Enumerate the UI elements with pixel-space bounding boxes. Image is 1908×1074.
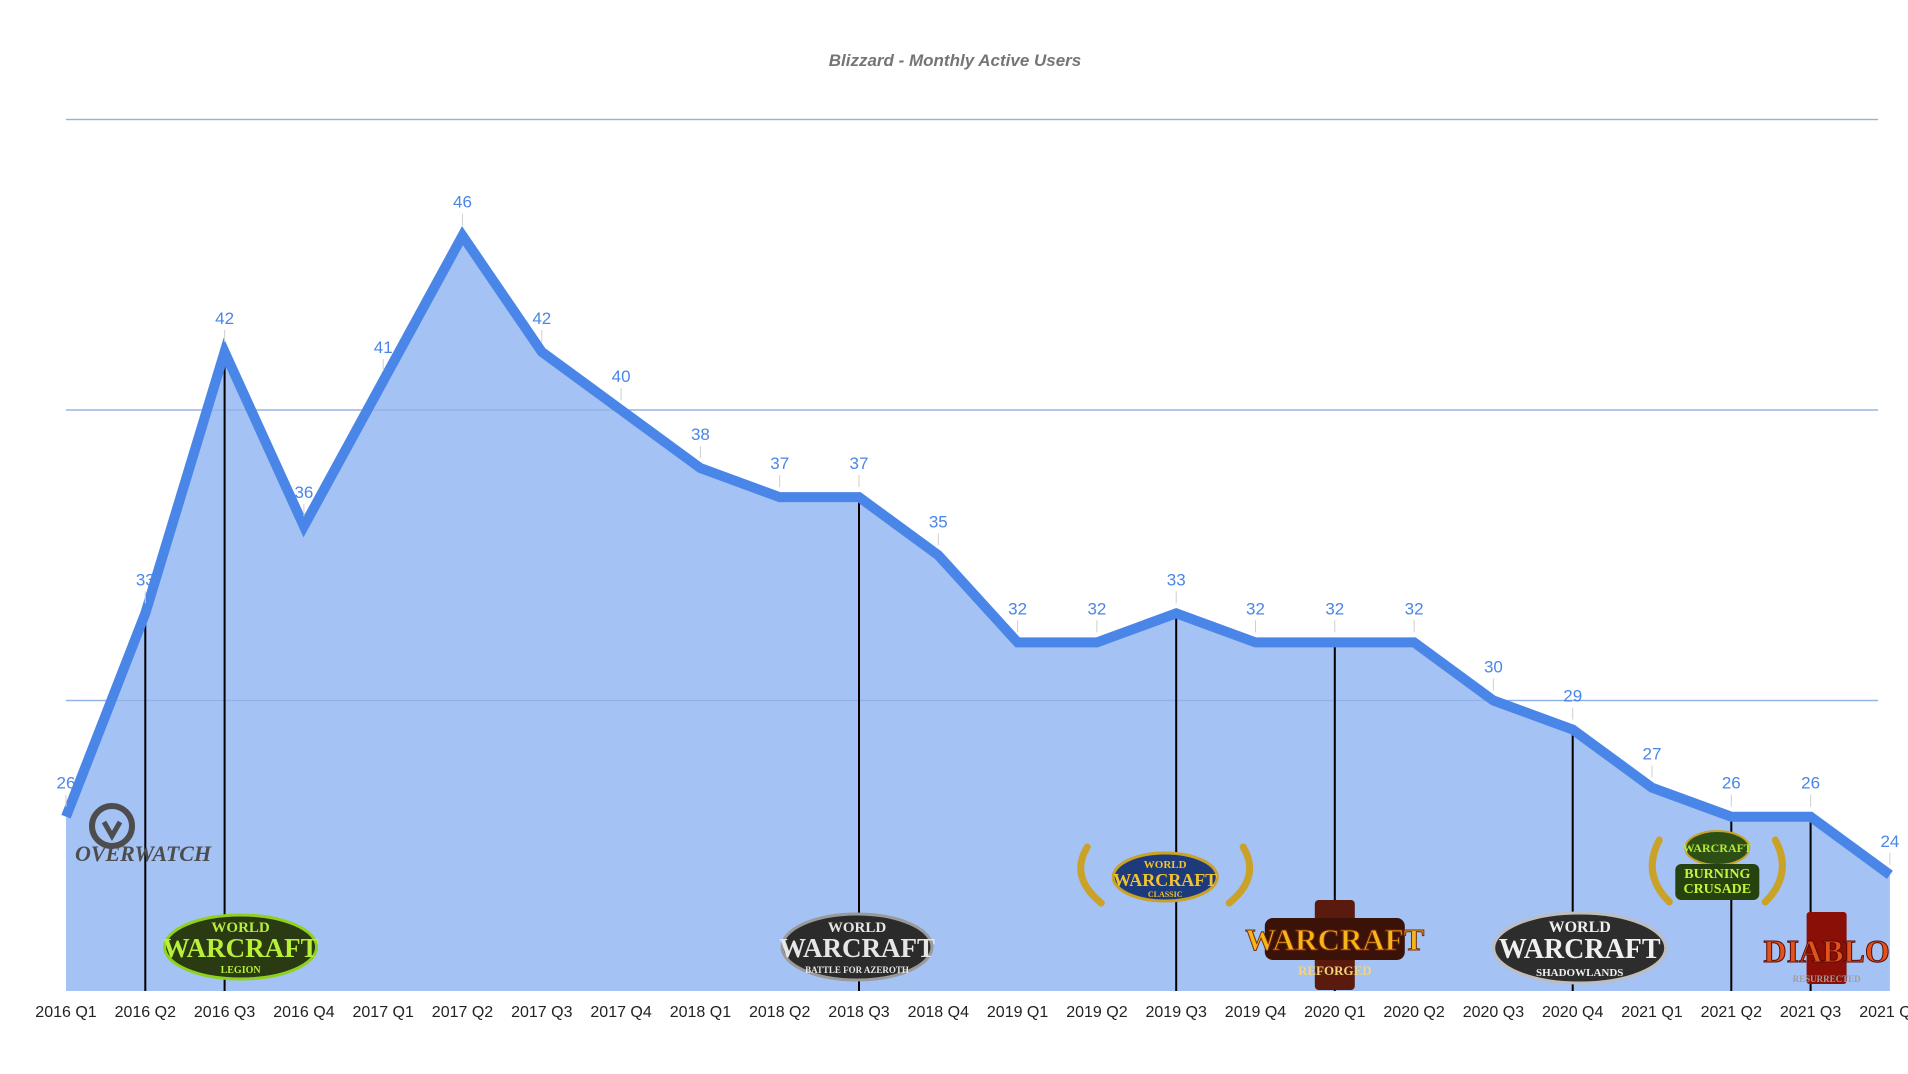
logo-text: BURNING (1684, 867, 1750, 882)
logo-text: WARCRAFT (163, 933, 319, 963)
data-label: 38 (691, 425, 710, 444)
data-label: 32 (1246, 599, 1265, 618)
area-layer (66, 118, 1890, 991)
data-label: 26 (1801, 774, 1820, 793)
overwatch-logo: OVERWATCH (75, 803, 212, 866)
logo-text: WORLD (1144, 859, 1187, 871)
x-tick-label: 2018 Q4 (908, 1004, 969, 1021)
data-label: 26 (57, 774, 76, 793)
series-line (61, 226, 1893, 879)
x-tick-label: 2020 Q4 (1542, 1004, 1603, 1021)
x-tick-label: 2017 Q2 (432, 1004, 493, 1021)
logo-text: WORLD (211, 920, 270, 936)
x-tick-label: 2021 Q2 (1701, 1004, 1762, 1021)
x-tick-label: 2017 Q1 (353, 1004, 414, 1021)
logo-text: SHADOWLANDS (1536, 967, 1623, 979)
data-label: 32 (1087, 599, 1106, 618)
logo-text: DIABLO (1763, 933, 1889, 969)
data-label: 27 (1643, 745, 1662, 764)
x-tick-label: 2016 Q4 (273, 1004, 334, 1021)
data-label: 32 (1405, 599, 1424, 618)
x-tick-label: 2016 Q1 (35, 1004, 96, 1021)
data-label: 36 (294, 483, 313, 502)
logo-text: WARCRAFT (1245, 922, 1424, 957)
data-label: 33 (1167, 570, 1186, 589)
data-label: 46 (453, 193, 472, 212)
x-tick-label: 2020 Q2 (1383, 1004, 1444, 1021)
data-label: 37 (770, 454, 789, 473)
x-tick-label: 2020 Q3 (1463, 1004, 1524, 1021)
x-tick-label: 2018 Q2 (749, 1004, 810, 1021)
logo-text: LEGION (221, 965, 262, 976)
logo-text: WARCRAFT (779, 933, 935, 963)
x-tick-label: 2019 Q2 (1066, 1004, 1127, 1021)
warcraft-reforged-logo: WARCRAFT REFORGED (1245, 900, 1425, 990)
x-tick-label: 2018 Q3 (828, 1004, 889, 1021)
x-tick-label: 2021 Q3 (1780, 1004, 1841, 1021)
logo-text: WORLD (828, 920, 887, 936)
logo-text: WARCRAFT (1113, 870, 1217, 890)
logo-text: CLASSIC (1148, 890, 1183, 899)
area-fill (66, 235, 1890, 991)
x-tick-label: 2021 Q1 (1621, 1004, 1682, 1021)
data-label: 37 (850, 454, 869, 473)
x-tick-label: 2019 Q3 (1146, 1004, 1207, 1021)
logo-text: WARCRAFT (1683, 841, 1752, 855)
logo-text: RESURRECTED (1793, 974, 1862, 984)
data-label: 32 (1325, 599, 1344, 618)
data-label: 42 (215, 309, 234, 328)
x-tick-labels: 2016 Q1 2016 Q2 2016 Q3 2016 Q4 2017 Q1 2017 … (35, 1004, 1908, 1021)
data-label: 41 (374, 338, 393, 357)
diablo2-resurrected-logo: DIABLO RESURRECTED (1763, 912, 1890, 984)
data-label: 30 (1484, 658, 1503, 677)
x-tick-label: 2021 Q4 (1859, 1004, 1908, 1021)
logo-text: OVERWATCH (75, 841, 212, 866)
x-tick-label: 2020 Q1 (1304, 1004, 1365, 1021)
x-tick-label: 2016 Q2 (115, 1004, 176, 1021)
x-tick-label: 2016 Q3 (194, 1004, 255, 1021)
data-labels: 26 33 42 36 41 46 42 40 38 37 37 35 32 32 33 32 32 32 30 29… (57, 193, 1899, 865)
line-layer (61, 226, 1893, 879)
chart-title: Blizzard - Monthly Active Users (829, 51, 1082, 70)
x-tick-label: 2019 Q4 (1225, 1004, 1286, 1021)
data-label: 40 (612, 367, 631, 386)
game-logos: OVERWATCHWORLDWARCRAFTLEGIONWORLDWARCRAF… (75, 803, 1890, 990)
logo-text: WORLD (1549, 919, 1611, 936)
logo-text: WARCRAFT (1499, 934, 1661, 965)
data-label: 24 (1880, 832, 1899, 851)
x-tick-label: 2019 Q1 (987, 1004, 1048, 1021)
data-label: 26 (1722, 774, 1741, 793)
data-label: 33 (136, 570, 155, 589)
data-label: 32 (1008, 599, 1027, 618)
logo-text: REFORGED (1298, 963, 1372, 978)
logo-text: CRUSADE (1683, 882, 1751, 897)
data-label: 35 (929, 512, 948, 531)
data-label: 29 (1563, 687, 1582, 706)
logo-text: BATTLE FOR AZEROTH (805, 965, 909, 975)
x-tick-label: 2017 Q3 (511, 1004, 572, 1021)
data-label: 42 (532, 309, 551, 328)
x-tick-label: 2017 Q4 (590, 1004, 651, 1021)
x-tick-label: 2018 Q1 (670, 1004, 731, 1021)
